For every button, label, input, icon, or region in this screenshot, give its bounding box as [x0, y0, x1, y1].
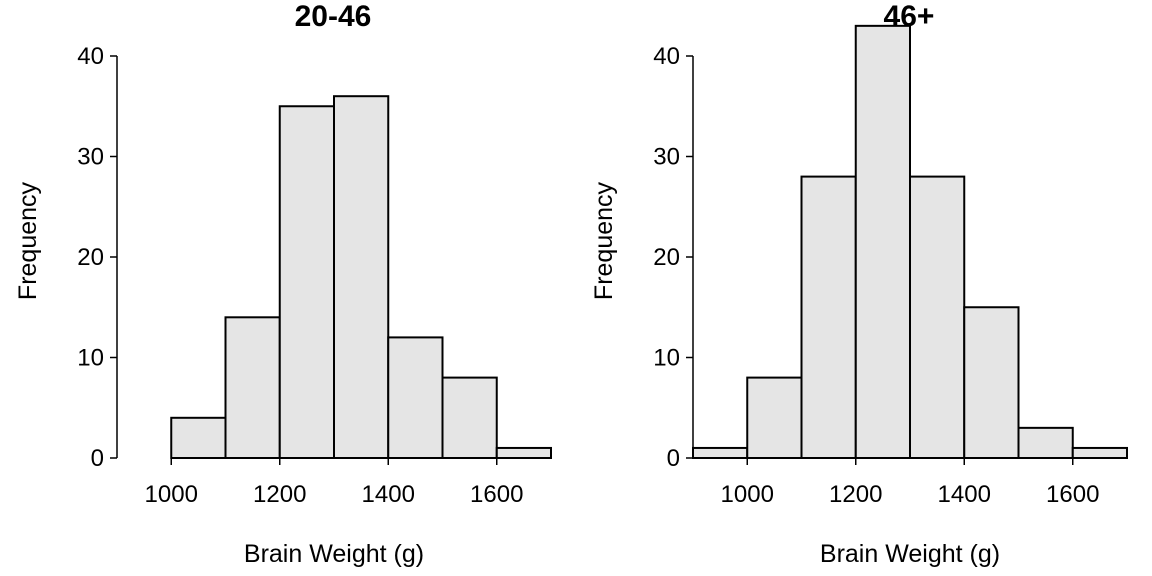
x-tick-label: 1000 [721, 481, 774, 508]
chart-title: 20-46 [295, 0, 372, 33]
x-tick-label: 1400 [938, 481, 991, 508]
histogram-bar [387, 336, 444, 459]
histogram-bar [170, 416, 227, 459]
y-axis-label: Frequency [590, 181, 618, 300]
y-tick-label: 0 [91, 445, 104, 472]
y-tick-label: 20 [77, 244, 104, 271]
x-tick-label: 1600 [1046, 481, 1099, 508]
histogram-bar [800, 175, 857, 459]
histogram-bar [1071, 446, 1128, 460]
y-tick-label: 10 [653, 345, 680, 372]
y-tick-label: 30 [653, 144, 680, 171]
histogram-bar [278, 105, 335, 459]
histogram-panel-age-46-plus: 0 10 20 30 40 1000 1200 1400 1600 46+ Brain Weight… [590, 0, 1128, 568]
histogram-bar [441, 376, 498, 460]
histogram-panel-age-20-46: 0 10 20 30 40 1000 1200 1400 1600 20-46 Brain Weig… [14, 0, 552, 568]
y-axis-label: Frequency [14, 181, 42, 300]
x-axis-label: Brain Weight (g) [820, 540, 1000, 568]
y-tick-label: 20 [653, 244, 680, 271]
y-tick-label: 10 [77, 345, 104, 372]
histogram-bar [963, 306, 1020, 459]
histogram-bar [854, 24, 911, 459]
histogram-bar [746, 376, 803, 460]
x-tick-label: 1200 [829, 481, 882, 508]
x-tick-label: 1000 [145, 481, 198, 508]
x-tick-label: 1200 [253, 481, 306, 508]
y-tick-label: 40 [653, 43, 680, 70]
y-tick-label: 40 [77, 43, 104, 70]
x-axis-label: Brain Weight (g) [244, 540, 424, 568]
histogram-bar [692, 446, 749, 460]
y-tick-label: 0 [667, 445, 680, 472]
histogram-bar [333, 95, 390, 459]
histogram-bar [909, 175, 966, 459]
histogram-bar [1017, 426, 1074, 460]
histogram-bar [224, 316, 281, 459]
x-tick-label: 1600 [470, 481, 523, 508]
x-tick-label: 1400 [362, 481, 415, 508]
chart-title: 46+ [884, 0, 935, 33]
y-tick-label: 30 [77, 144, 104, 171]
histogram-bar [495, 446, 552, 460]
